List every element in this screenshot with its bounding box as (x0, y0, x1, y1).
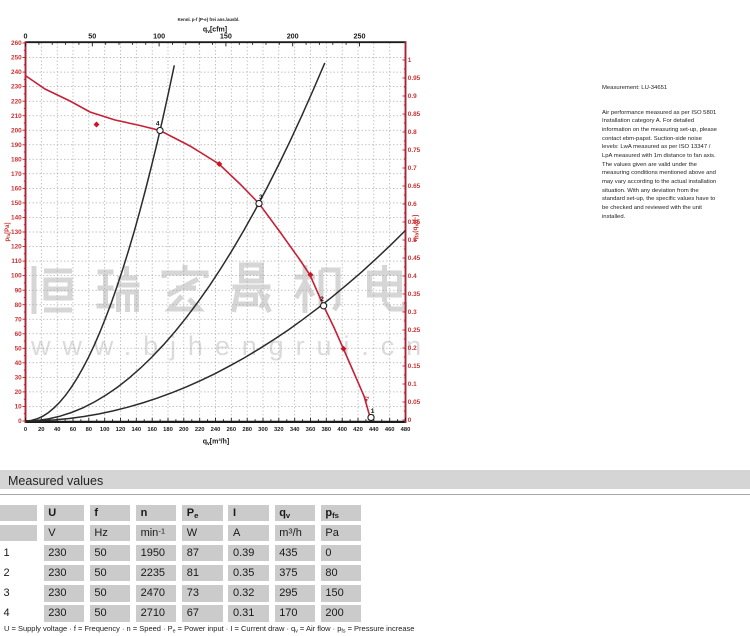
svg-text:0: 0 (24, 427, 27, 433)
svg-text:90: 90 (15, 287, 23, 294)
svg-text:0.4: 0.4 (408, 273, 417, 280)
svg-text:50: 50 (15, 345, 23, 352)
svg-text:200: 200 (287, 32, 299, 41)
svg-text:140: 140 (131, 427, 141, 433)
svg-text:250: 250 (354, 32, 366, 41)
svg-text:440: 440 (369, 427, 379, 433)
svg-text:300: 300 (258, 427, 268, 433)
svg-text:190: 190 (11, 142, 22, 149)
svg-text:0.75: 0.75 (408, 147, 421, 154)
svg-text:260: 260 (11, 40, 22, 47)
svg-text:160: 160 (147, 427, 157, 433)
svg-text:480: 480 (401, 427, 411, 433)
svg-text:■1: ■1 (363, 395, 371, 403)
svg-text:4: 4 (156, 121, 160, 128)
svg-text:pfa[Pa]: pfa[Pa] (5, 222, 11, 241)
svg-text:140: 140 (11, 215, 22, 222)
svg-text:0: 0 (24, 32, 28, 41)
svg-text:110: 110 (11, 258, 22, 265)
svg-text:0: 0 (18, 418, 22, 425)
svg-text:1: 1 (408, 57, 412, 64)
svg-text:20: 20 (38, 427, 44, 433)
svg-text:0.5: 0.5 (408, 237, 417, 244)
svg-text:80: 80 (86, 427, 92, 433)
svg-text:0.65: 0.65 (408, 183, 421, 190)
svg-text:150: 150 (220, 32, 232, 41)
svg-text:200: 200 (11, 127, 22, 134)
svg-text:60: 60 (70, 427, 76, 433)
svg-text:1: 1 (371, 408, 375, 415)
svg-text:240: 240 (211, 427, 221, 433)
svg-text:30: 30 (15, 375, 23, 382)
svg-text:0.95: 0.95 (408, 75, 421, 82)
svg-text:220: 220 (11, 98, 22, 105)
svg-text:250: 250 (11, 55, 22, 62)
svg-text:380: 380 (321, 427, 331, 433)
svg-text:0.3: 0.3 (408, 309, 417, 316)
svg-text:70: 70 (15, 316, 23, 323)
svg-text:180: 180 (11, 156, 22, 163)
svg-text:0.2: 0.2 (408, 345, 417, 352)
svg-text:0.45: 0.45 (408, 255, 421, 262)
svg-text:10: 10 (15, 404, 23, 411)
svg-text:320: 320 (274, 427, 284, 433)
svg-text:260: 260 (226, 427, 236, 433)
svg-text:180: 180 (163, 427, 173, 433)
svg-text:280: 280 (242, 427, 252, 433)
svg-text:420: 420 (353, 427, 363, 433)
svg-text:200: 200 (179, 427, 189, 433)
svg-text:www.bjhengrui.cn: www.bjhengrui.cn (30, 331, 433, 361)
svg-text:0: 0 (408, 417, 412, 424)
svg-text:120: 120 (11, 244, 22, 251)
svg-text:100: 100 (11, 273, 22, 280)
svg-text:0.05: 0.05 (408, 399, 421, 406)
svg-text:340: 340 (290, 427, 300, 433)
svg-text:220: 220 (195, 427, 205, 433)
svg-text:0.15: 0.15 (408, 363, 421, 370)
svg-text:100: 100 (100, 427, 110, 433)
svg-text:0.35: 0.35 (408, 291, 421, 298)
svg-text:Kennl. p-f (P-e) frei ans./aus: Kennl. p-f (P-e) frei ans./ausbl. (178, 17, 240, 22)
svg-text:3: 3 (259, 194, 263, 201)
svg-text:170: 170 (11, 171, 22, 178)
svg-text:130: 130 (11, 229, 22, 236)
svg-text:0.25: 0.25 (408, 327, 421, 334)
svg-text:80: 80 (15, 302, 23, 309)
svg-text:0.8: 0.8 (408, 129, 417, 136)
svg-text:400: 400 (337, 427, 347, 433)
svg-text:0.7: 0.7 (408, 165, 417, 172)
svg-text:qv[cfm]: qv[cfm] (203, 27, 227, 36)
svg-text:0.9: 0.9 (408, 93, 417, 100)
svg-text:ηfa(qv)[-]: ηfa(qv)[-] (412, 215, 420, 242)
svg-text:120: 120 (116, 427, 126, 433)
svg-text:qv[m³/h]: qv[m³/h] (203, 439, 230, 448)
svg-text:0.1: 0.1 (408, 381, 417, 388)
svg-text:230: 230 (11, 84, 22, 91)
svg-text:460: 460 (385, 427, 395, 433)
svg-text:40: 40 (54, 427, 60, 433)
svg-text:0.6: 0.6 (408, 201, 417, 208)
svg-text:160: 160 (11, 186, 22, 193)
svg-text:50: 50 (88, 32, 96, 41)
svg-text:210: 210 (11, 113, 22, 120)
svg-text:360: 360 (306, 427, 316, 433)
svg-text:2: 2 (320, 296, 324, 303)
svg-text:40: 40 (15, 360, 23, 367)
svg-text:0.55: 0.55 (408, 219, 421, 226)
svg-text:240: 240 (11, 69, 22, 76)
svg-text:60: 60 (15, 331, 23, 338)
svg-text:100: 100 (153, 32, 165, 41)
svg-text:150: 150 (11, 200, 22, 207)
svg-text:0.85: 0.85 (408, 111, 421, 118)
svg-text:20: 20 (15, 389, 23, 396)
